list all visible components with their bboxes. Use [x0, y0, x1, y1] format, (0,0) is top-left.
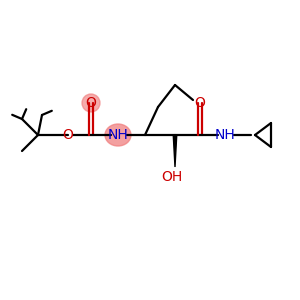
- Text: NH: NH: [108, 128, 128, 142]
- Text: O: O: [195, 96, 206, 110]
- Polygon shape: [173, 135, 177, 167]
- Text: OH: OH: [161, 170, 183, 184]
- Text: NH: NH: [214, 128, 236, 142]
- Ellipse shape: [82, 94, 100, 112]
- Text: O: O: [85, 96, 96, 110]
- Ellipse shape: [105, 124, 131, 146]
- Text: O: O: [63, 128, 74, 142]
